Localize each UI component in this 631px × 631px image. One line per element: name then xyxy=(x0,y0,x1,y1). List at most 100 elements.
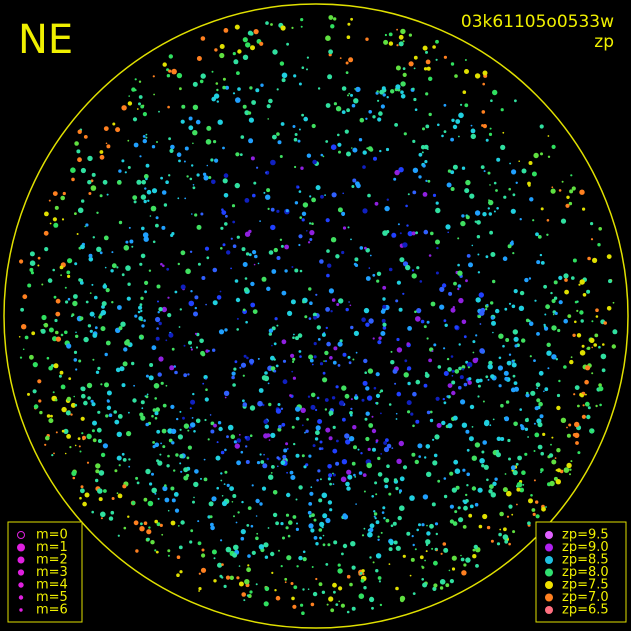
star xyxy=(426,148,429,151)
star xyxy=(192,130,198,136)
star xyxy=(493,210,496,213)
star xyxy=(582,207,586,211)
star xyxy=(547,367,550,370)
star xyxy=(263,191,266,194)
star xyxy=(47,278,53,283)
star xyxy=(499,528,502,531)
star xyxy=(105,142,108,145)
star xyxy=(74,141,79,146)
star xyxy=(245,460,250,464)
star xyxy=(152,75,155,78)
star xyxy=(184,197,187,200)
star xyxy=(62,191,66,196)
star xyxy=(293,137,298,142)
star xyxy=(315,542,319,546)
star xyxy=(336,439,339,443)
star xyxy=(491,320,496,326)
star xyxy=(311,513,315,517)
star xyxy=(128,458,131,461)
star xyxy=(498,532,502,537)
star xyxy=(365,386,370,391)
star xyxy=(482,212,487,217)
star xyxy=(192,186,196,190)
star xyxy=(362,573,365,575)
star xyxy=(167,454,170,458)
star xyxy=(497,365,503,371)
star xyxy=(612,301,615,304)
star xyxy=(406,342,410,346)
star xyxy=(241,592,246,597)
star xyxy=(441,283,447,288)
star xyxy=(162,62,167,67)
star xyxy=(140,194,147,200)
star xyxy=(316,479,319,482)
star xyxy=(230,237,233,240)
star xyxy=(422,494,429,500)
star xyxy=(293,442,296,446)
star xyxy=(220,479,223,482)
star xyxy=(412,190,417,195)
star xyxy=(176,573,180,577)
star xyxy=(574,320,577,324)
star xyxy=(291,370,294,373)
star xyxy=(482,82,486,86)
star xyxy=(355,86,361,93)
star xyxy=(40,328,46,334)
star xyxy=(328,288,334,294)
star xyxy=(253,29,259,35)
star xyxy=(396,28,398,31)
star xyxy=(460,399,466,405)
star xyxy=(244,198,250,203)
star xyxy=(97,410,101,414)
star xyxy=(323,360,325,362)
m-legend-label: m=4 xyxy=(36,578,68,593)
star xyxy=(268,332,272,336)
star xyxy=(160,176,164,180)
star xyxy=(351,565,356,570)
star xyxy=(192,104,199,111)
star xyxy=(87,324,92,328)
star xyxy=(598,227,602,231)
star xyxy=(99,194,103,198)
star xyxy=(452,306,455,309)
star xyxy=(458,343,461,346)
star xyxy=(384,484,389,489)
star xyxy=(351,103,356,108)
star xyxy=(463,563,467,567)
star xyxy=(82,435,86,440)
star xyxy=(585,365,591,371)
star xyxy=(44,211,49,217)
star xyxy=(143,236,149,242)
star xyxy=(149,215,152,217)
star xyxy=(95,463,101,469)
star xyxy=(143,497,148,502)
star xyxy=(338,298,344,304)
star xyxy=(301,454,305,458)
star xyxy=(429,418,434,423)
star xyxy=(216,100,219,103)
star xyxy=(348,301,350,303)
star xyxy=(426,320,430,324)
star xyxy=(428,358,432,363)
star xyxy=(428,112,432,117)
star xyxy=(418,455,422,458)
star xyxy=(159,453,162,456)
star xyxy=(311,363,314,366)
star xyxy=(127,515,130,518)
star xyxy=(162,264,165,268)
star xyxy=(524,277,529,283)
star xyxy=(508,504,513,509)
star xyxy=(335,106,342,112)
star xyxy=(86,433,92,440)
star xyxy=(478,378,483,383)
star xyxy=(222,146,225,150)
star xyxy=(318,528,323,532)
star xyxy=(61,406,67,413)
star xyxy=(481,450,485,454)
star xyxy=(346,35,351,39)
star xyxy=(98,470,105,476)
star xyxy=(492,418,495,421)
star xyxy=(295,406,301,412)
star xyxy=(52,336,58,342)
star xyxy=(564,278,568,282)
